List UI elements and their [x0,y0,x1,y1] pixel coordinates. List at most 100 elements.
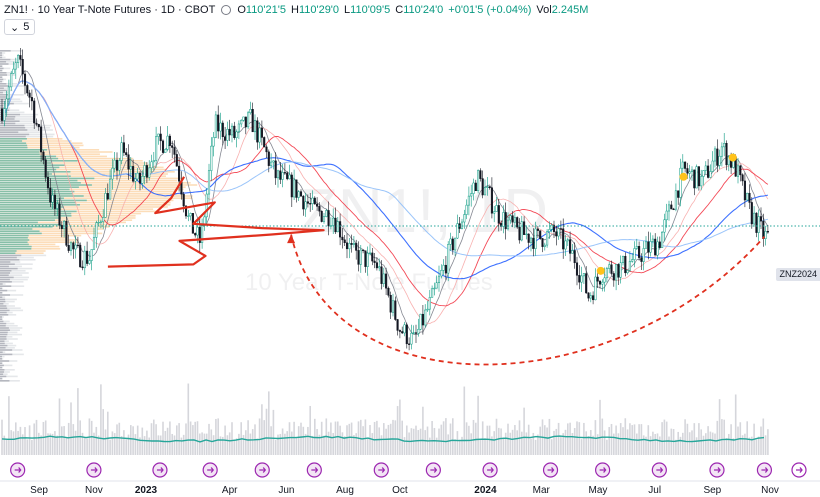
profile-bar [0,364,13,367]
volume-bar [606,439,608,455]
candle [33,97,36,130]
profile-bar [0,61,7,63]
profile-bar [0,124,52,127]
symbol-title[interactable]: ZN1! · 10 Year T-Note Futures · 1D · CBO… [4,4,216,16]
volume-bar [72,424,75,455]
volume-bar [608,427,610,455]
profile-bar [0,241,28,243]
profile-bar [0,232,42,235]
volume-bar [530,438,532,455]
candle [161,139,165,154]
profile-bar [0,261,11,263]
volume-bar [539,426,541,455]
profile-bar [0,219,55,221]
volume-bar [337,421,339,455]
profile-bar [0,373,8,375]
candle [766,225,769,234]
volume-bar [93,432,95,455]
candle [658,236,661,250]
profile-bar [0,179,78,182]
candle [97,214,100,226]
volume-bar [155,424,157,455]
volume-bar [293,421,295,455]
candle [550,223,553,233]
candle [270,153,273,169]
volume-bar [537,434,539,455]
volume-bar [387,424,390,455]
profile-bar [0,85,26,87]
profile-bar [0,355,2,358]
candle [713,146,717,168]
x-tick-label: Oct [392,485,408,496]
volume-bar [525,432,528,455]
candle [334,207,337,235]
volume-bar [649,436,652,455]
market-status-icon [221,5,232,15]
candle [240,119,243,128]
volume-bar [463,386,466,455]
profile-bar [0,322,7,325]
profile-bar [0,380,20,382]
profile-bar [0,160,78,162]
profile-bar [0,342,5,345]
candle [104,187,107,218]
volume-bar [295,438,298,455]
volume-bar [652,431,654,455]
volume-bar [212,435,215,455]
candle [368,244,372,256]
profile-bar [0,307,21,309]
profile-bar [0,215,72,217]
candle [511,211,514,228]
candle [442,259,445,276]
volume-bar [56,435,58,455]
volume-bar [728,433,730,455]
volume-bar [178,423,180,455]
candle [679,158,682,207]
candle [750,197,753,229]
profile-bar [0,300,15,303]
volume-bar [592,435,594,455]
profile-bar [0,263,15,265]
volume-bar [196,421,199,455]
volume-bar [261,404,263,455]
volume-bar [458,439,461,455]
profile-bar [0,239,30,241]
volume-bar [238,433,240,455]
candle [479,168,482,182]
volume-bar [509,432,512,455]
candle [582,272,585,284]
candle [173,140,176,163]
candle [598,279,602,289]
volume-bar [291,431,293,455]
profile-bar [0,164,65,166]
candle [580,266,583,292]
profile-bar [0,56,6,59]
volume-value: 2.245M [551,4,589,16]
candle [525,225,528,240]
volume-bar [734,394,737,455]
candlesticks [0,48,769,351]
profile-bar [0,256,17,259]
profile-bar [0,250,46,252]
volume-bar [297,426,300,455]
volume-bar [636,433,638,455]
volume-bar [141,427,144,455]
volume-bar [67,422,70,455]
profile-bar [0,58,11,61]
profile-bar [0,230,40,232]
profile-bar [0,197,64,199]
profile-bar [0,338,7,340]
candle [256,117,259,150]
candle [564,234,567,256]
event-markers[interactable] [10,462,807,478]
candle [474,179,477,192]
candle [336,216,339,233]
volume-bar [544,425,546,455]
candle [102,209,105,230]
volume-bar [686,423,689,455]
volume-bar [376,420,378,455]
indicators-toggle[interactable]: ⌄ 5 [4,19,36,35]
candle [283,163,286,175]
profile-bar [0,63,9,65]
